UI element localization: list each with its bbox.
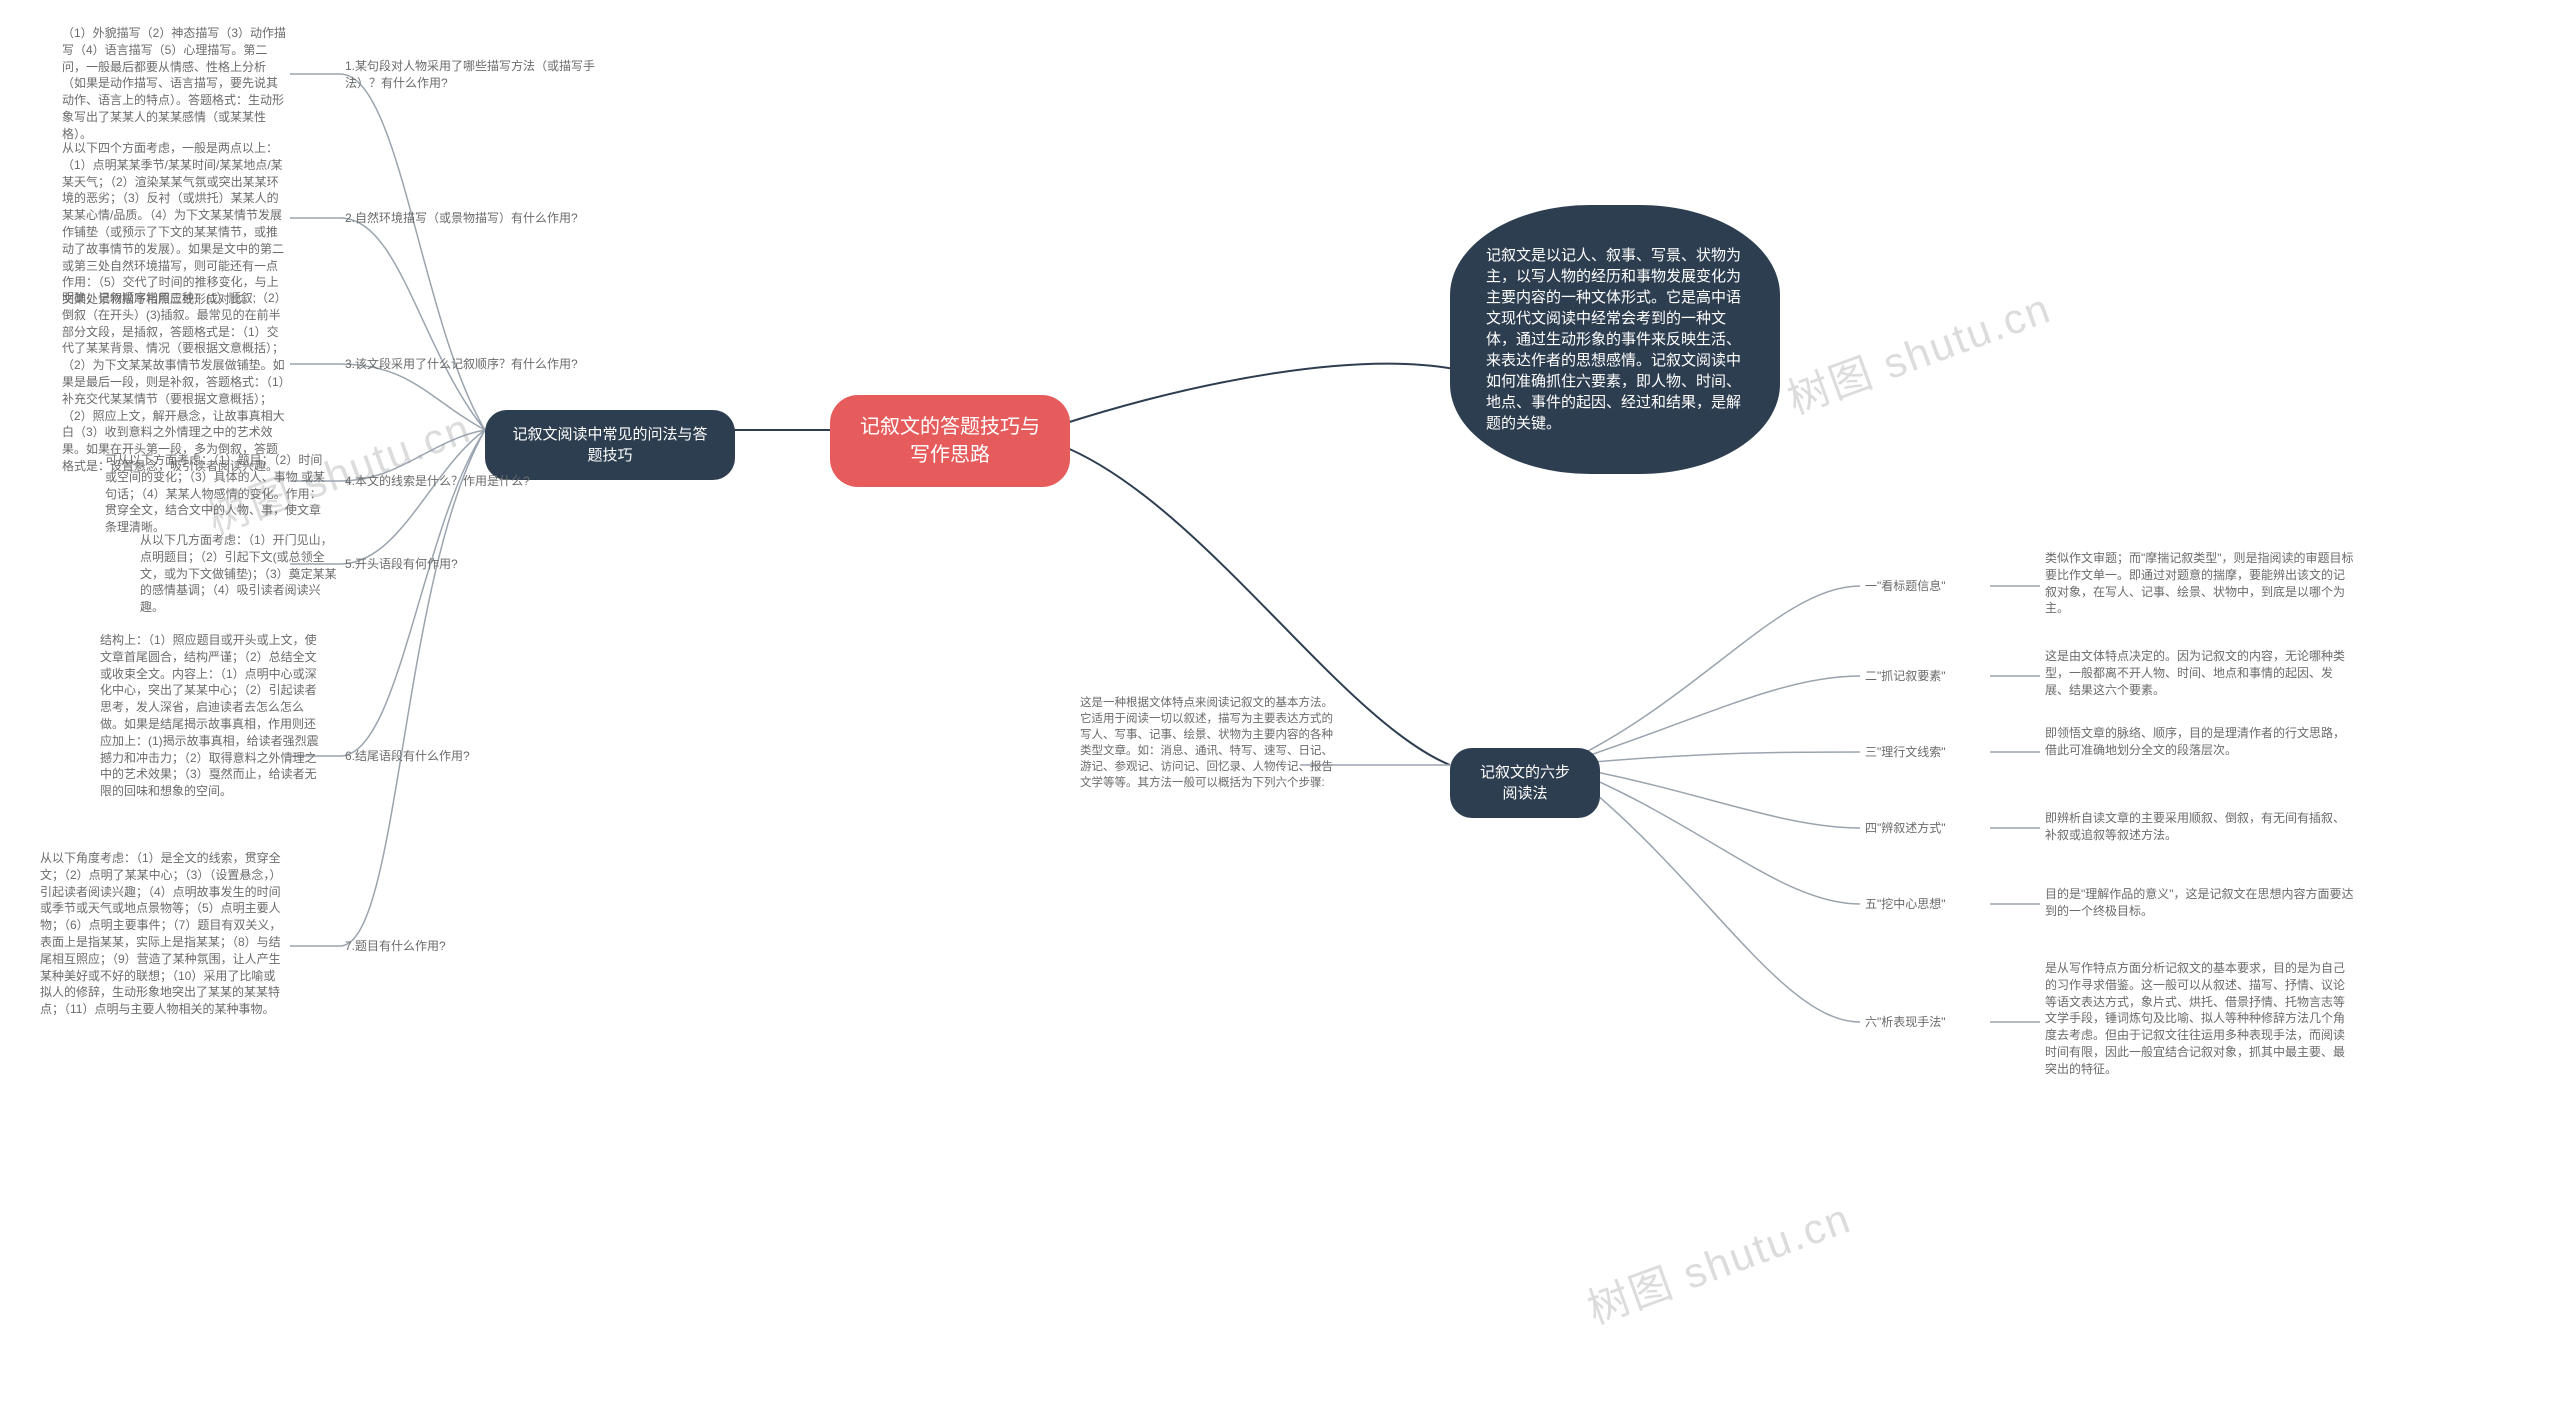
step4-title: 四"辨叙述方式"	[1865, 820, 1946, 837]
a4: 可从以下方面考虑：（1）题目；（2）时间或空间的变化；（3）具体的人、事物 或某…	[105, 452, 330, 536]
q3-label: 3.该文段采用了什么记叙顺序？有什么作用?	[345, 356, 625, 373]
watermark: 树图 shutu.cn	[1578, 1185, 1859, 1337]
step5-title: 五"挖中心思想"	[1865, 896, 1946, 913]
a1: （1）外貌描写（2）神态描写（3）动作描写（4）语言描写（5）心理描写。第二问，…	[62, 25, 287, 143]
q2-label: 2.自然环境描写（或景物描写）有什么作用?	[345, 210, 605, 227]
step2-desc: 这是由文体特点决定的。因为记叙文的内容，无论哪种类型，一般都离不开人物、时间、地…	[2045, 648, 2355, 698]
six-step-desc: 这是一种根据文体特点来阅读记叙文的基本方法。它适用于阅读一切以叙述，描写为主要表…	[1080, 695, 1335, 792]
a3: 明确：记叙顺序常用三种：(1）顺叙;（2）倒叙（在开头）(3)插叙。最常见的在前…	[62, 290, 287, 475]
step2-title: 二"抓记叙要素"	[1865, 668, 1946, 685]
q5-label: 5.开头语段有何作用?	[345, 556, 545, 573]
step1-desc: 类似作文审题；而"摩揣记叙类型"，则是指阅读的审题目标要比作文单一。即通过对题意…	[2045, 550, 2355, 617]
watermark: 树图 shutu.cn	[1778, 275, 2059, 427]
q6-label: 6.结尾语段有什么作用?	[345, 748, 545, 765]
right-branch[interactable]: 记叙文的六步阅读法	[1450, 748, 1600, 818]
a7: 从以下角度考虑：（1）是全文的线索，贯穿全文；（2）点明了某某中心；（3）（设置…	[40, 850, 285, 1018]
q1-label: 1.某句段对人物采用了哪些描写方法（或描写手法）？有什么作用?	[345, 58, 605, 92]
step4-desc: 即辨析自读文章的主要采用顺叙、倒叙，有无间有插叙、补叙或追叙等叙述方法。	[2045, 810, 2355, 844]
step3-title: 三"理行文线索"	[1865, 744, 1946, 761]
a5: 从以下几方面考虑：（1）开门见山，点明题目；（2）引起下文(或总领全文，或为下文…	[140, 532, 340, 616]
step6-title: 六"析表现手法"	[1865, 1014, 1946, 1031]
step5-desc: 目的是"理解作品的意义"，这是记叙文在思想内容方面要达到的一个终极目标。	[2045, 886, 2355, 920]
step3-desc: 即领悟文章的脉络、顺序，目的是理清作者的行文思路，借此可准确地划分全文的段落层次…	[2045, 725, 2355, 759]
q4-label: 4.本文的线索是什么？作用是什么?	[345, 473, 605, 490]
a6: 结构上：（1）照应题目或开头或上文，使文章首尾圆合，结构严谨；（2）总结全文或收…	[100, 632, 325, 800]
q7-label: 7.题目有什么作用?	[345, 938, 545, 955]
a2: 从以下四个方面考虑，一般是两点以上：（1）点明某某季节/某某时间/某某地点/某某…	[62, 140, 287, 308]
root-node[interactable]: 记叙文的答题技巧与写作思路	[830, 395, 1070, 487]
step6-desc: 是从写作特点方面分析记叙文的基本要求，目的是为自己的习作寻求借鉴。这一般可以从叙…	[2045, 960, 2355, 1078]
intro-node[interactable]: 记叙文是以记人、叙事、写景、状物为主，以写人物的经历和事物发展变化为主要内容的一…	[1450, 205, 1780, 474]
left-branch[interactable]: 记叙文阅读中常见的问法与答题技巧	[485, 410, 735, 480]
step1-title: 一"看标题信息"	[1865, 578, 1946, 595]
